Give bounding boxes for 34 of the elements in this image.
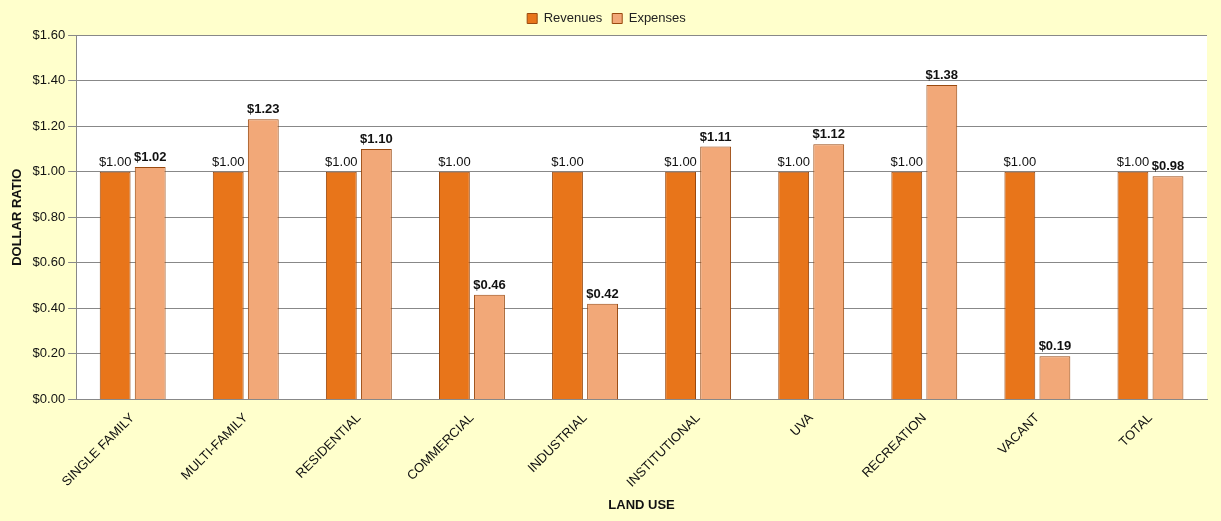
data-label: $1.10 [360, 130, 393, 146]
x-tick-label: UVA [787, 409, 817, 439]
data-label: $1.00 [1003, 153, 1037, 169]
y-tick-label: $1.20 [32, 117, 66, 133]
y-tick-label: $0.00 [32, 391, 66, 406]
data-label: $1.00 [890, 153, 924, 169]
data-label: $1.00 [325, 153, 358, 169]
data-label: $1.00 [438, 153, 471, 169]
data-label: $1.00 [664, 153, 697, 169]
data-label: $0.42 [586, 285, 619, 301]
y-axis-title: DOLLAR RATIO [9, 168, 25, 266]
data-label: $1.12 [812, 126, 845, 142]
data-label: $1.00 [211, 153, 245, 169]
data-label: $0.19 [1038, 338, 1072, 354]
data-label: $1.38 [925, 67, 959, 83]
x-axis-title: LAND USE [608, 496, 676, 512]
y-tick-label: $1.60 [32, 26, 66, 42]
y-tick-label: $0.80 [32, 208, 66, 224]
y-tick-label: $0.20 [32, 345, 66, 361]
y-tick-label: $0.40 [32, 299, 66, 315]
data-label: $1.11 [699, 128, 732, 144]
data-label: $0.98 [1151, 158, 1185, 174]
data-label: $0.46 [473, 276, 506, 292]
data-label: $1.00 [551, 153, 584, 169]
legend-label: Expenses [628, 10, 687, 26]
y-tick-label: $1.40 [32, 72, 66, 88]
legend-label: Revenues [543, 10, 603, 26]
y-tick-label: $1.00 [32, 163, 66, 179]
y-tick-label: $0.60 [32, 254, 66, 270]
data-label: $1.00 [1116, 153, 1150, 169]
data-label: $1.00 [777, 153, 810, 169]
data-label: $1.00 [98, 153, 132, 169]
data-label: $1.02 [133, 149, 167, 165]
data-label: $1.23 [247, 101, 280, 117]
